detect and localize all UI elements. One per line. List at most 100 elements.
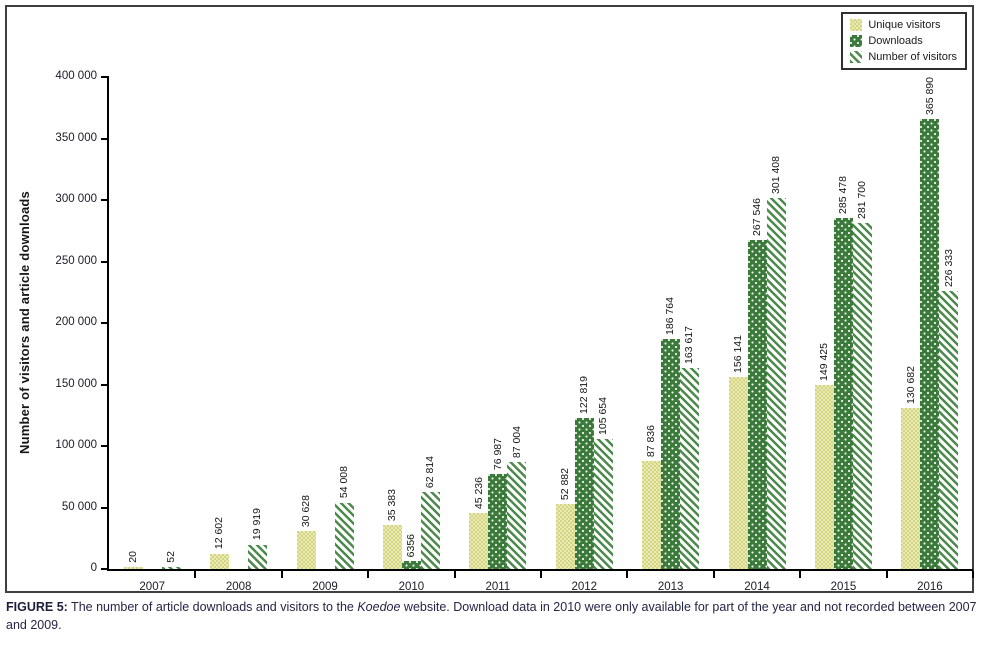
bar-value-label: 62 814 <box>424 455 437 488</box>
y-axis-tick-label: 100 000 <box>55 439 97 451</box>
x-axis-category-label: 2015 <box>830 581 857 593</box>
bar-value-label: 20 <box>126 551 139 563</box>
year-group-2014: 156 141 267 546 301 408 2014 <box>714 77 802 593</box>
caption-figure-number: FIGURE 5: <box>6 600 68 614</box>
bar-value-label: 6356 <box>405 533 418 558</box>
legend-swatch-downloads <box>850 35 863 47</box>
bar-downloads <box>661 339 681 569</box>
x-axis-category-label: 2012 <box>571 581 598 593</box>
bar-unique-visitors <box>728 376 748 569</box>
caption-text-before: The number of article downloads and visi… <box>67 600 358 614</box>
bar-value-label: 281 700 <box>856 180 869 219</box>
y-axis-title: Number of visitors and article downloads <box>17 191 32 455</box>
chart-legend: Unique visitors Downloads Number of visito… <box>841 12 967 70</box>
bar-value-label: 87 004 <box>510 425 523 458</box>
bar-number-of-visitors <box>248 544 268 569</box>
bar-slot-unique-visitors: 130 682 <box>901 77 921 569</box>
bar-slot-unique-visitors: 30 628 <box>296 77 316 569</box>
y-axis-tick-mark <box>101 260 109 263</box>
year-group-2010: 35 383 6356 62 814 2010 <box>368 77 457 593</box>
bar-value-label: 285 478 <box>837 175 850 214</box>
y-axis-tick-label: 400 000 <box>55 70 97 82</box>
year-group-2015: 149 425 285 478 281 700 2015 <box>800 77 889 593</box>
bar-downloads <box>747 239 767 569</box>
bar-value-label: 267 546 <box>750 197 763 236</box>
bar-slot-downloads <box>229 77 248 569</box>
bar-value-label: 45 236 <box>472 477 485 510</box>
bar-slot-unique-visitors: 149 425 <box>814 77 834 569</box>
bar-unique-visitors <box>469 513 489 569</box>
year-group-2008: 12 602 19 919 2008 <box>195 77 284 593</box>
legend-swatch-number-of-visitors <box>850 51 863 63</box>
legend-label: Number of visitors <box>868 51 957 63</box>
bar-value-label: 226 333 <box>942 248 955 287</box>
bar-unique-visitors <box>210 553 230 569</box>
x-axis-category-label: 2014 <box>744 581 770 593</box>
bar-slot-number-of-visitors: 105 654 <box>593 77 613 569</box>
y-axis-tick-label: 0 <box>90 562 97 574</box>
y-axis-tick-mark <box>101 76 109 78</box>
legend-item-number-of-visitors: Number of visitors <box>850 51 957 63</box>
bar-unique-visitors <box>901 408 921 569</box>
bar-downloads <box>920 118 940 569</box>
bar-slot-downloads: 267 546 <box>747 77 767 569</box>
bar-slot-number-of-visitors: 52 <box>161 77 181 569</box>
bar-slot-number-of-visitors: 301 408 <box>766 77 786 569</box>
bar-slot-unique-visitors: 20 <box>123 77 143 569</box>
bar-downloads <box>488 474 508 569</box>
bar-slot-unique-visitors: 156 141 <box>728 77 748 569</box>
bar-number-of-visitors <box>507 462 527 569</box>
bar-value-label: 156 141 <box>731 334 744 373</box>
bar-value-label: 87 836 <box>645 424 658 457</box>
bar-value-label: 76 987 <box>491 438 504 471</box>
y-axis-tick-mark <box>101 383 109 386</box>
bar-unique-visitors <box>296 531 316 569</box>
bar-slot-downloads: 285 478 <box>833 77 853 569</box>
bar-number-of-visitors <box>939 290 959 569</box>
bar-unique-visitors <box>555 503 575 569</box>
bar-slot-unique-visitors: 52 882 <box>555 77 575 569</box>
bar-slot-number-of-visitors: 62 814 <box>420 77 440 569</box>
bar-slot-downloads: 76 987 <box>488 77 508 569</box>
year-group-2009: 30 628 54 008 2009 <box>282 77 370 593</box>
bar-number-of-visitors <box>161 567 181 569</box>
bar-number-of-visitors <box>334 502 354 569</box>
year-group-2007: 20 52 2007 <box>109 77 197 593</box>
y-axis-tick-mark <box>101 137 109 140</box>
bar-downloads <box>401 561 421 569</box>
bar-slot-number-of-visitors: 281 700 <box>852 77 872 569</box>
legend-label: Downloads <box>868 35 923 47</box>
bar-value-label: 163 617 <box>683 325 696 364</box>
y-axis-tick-label: 200 000 <box>55 316 97 328</box>
bar-value-label: 12 602 <box>213 517 226 550</box>
bar-value-label: 19 919 <box>251 508 264 541</box>
bar-unique-visitors <box>123 567 143 569</box>
bar-slot-unique-visitors: 87 836 <box>642 77 662 569</box>
bar-slot-number-of-visitors: 87 004 <box>507 77 527 569</box>
y-axis-tick-label: 300 000 <box>55 193 97 205</box>
year-group-2012: 52 882 122 819 105 654 2012 <box>541 77 629 593</box>
plot-area: 0 50 000 100 000 150 000 200 000 250 000 300 0… <box>55 70 975 593</box>
legend-swatch-unique-visitors <box>850 19 863 31</box>
y-axis-tick-label: 150 000 <box>55 377 97 390</box>
x-axis-category-label: 2011 <box>485 581 511 593</box>
x-axis-category-label: 2008 <box>225 581 252 593</box>
bar-unique-visitors <box>642 460 662 569</box>
legend-label: Unique visitors <box>868 19 941 31</box>
bar-value-label: 365 890 <box>923 77 936 115</box>
bar-slot-unique-visitors: 35 383 <box>382 77 402 569</box>
caption-journal-name: Koedoe <box>357 600 401 614</box>
bar-slot-downloads: 365 890 <box>920 77 940 569</box>
x-axis-category-label: 2009 <box>312 581 338 593</box>
bar-slot-unique-visitors: 45 236 <box>469 77 489 569</box>
bar-value-label: 30 628 <box>299 495 312 528</box>
caption-text-after: website. Download data in 2010 were only… <box>6 600 977 632</box>
year-group-2013: 87 836 186 764 163 617 2013 <box>627 77 716 593</box>
chart-figure: Unique visitors Downloads Number of visito… <box>5 5 975 593</box>
y-axis-tick-mark <box>101 568 109 570</box>
bar-slot-downloads: 6356 <box>401 77 421 569</box>
bar-groups: 20 52 2007 12 602 19 919 2008 30 628 54 008 2009… <box>109 77 975 593</box>
bar-downloads <box>833 217 853 569</box>
x-axis-category-label: 2007 <box>139 581 165 593</box>
bar-unique-visitors <box>814 385 834 569</box>
